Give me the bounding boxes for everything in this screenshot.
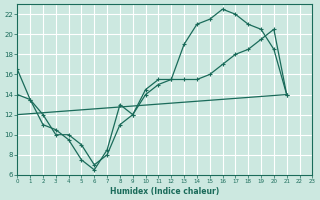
X-axis label: Humidex (Indice chaleur): Humidex (Indice chaleur) bbox=[110, 187, 220, 196]
